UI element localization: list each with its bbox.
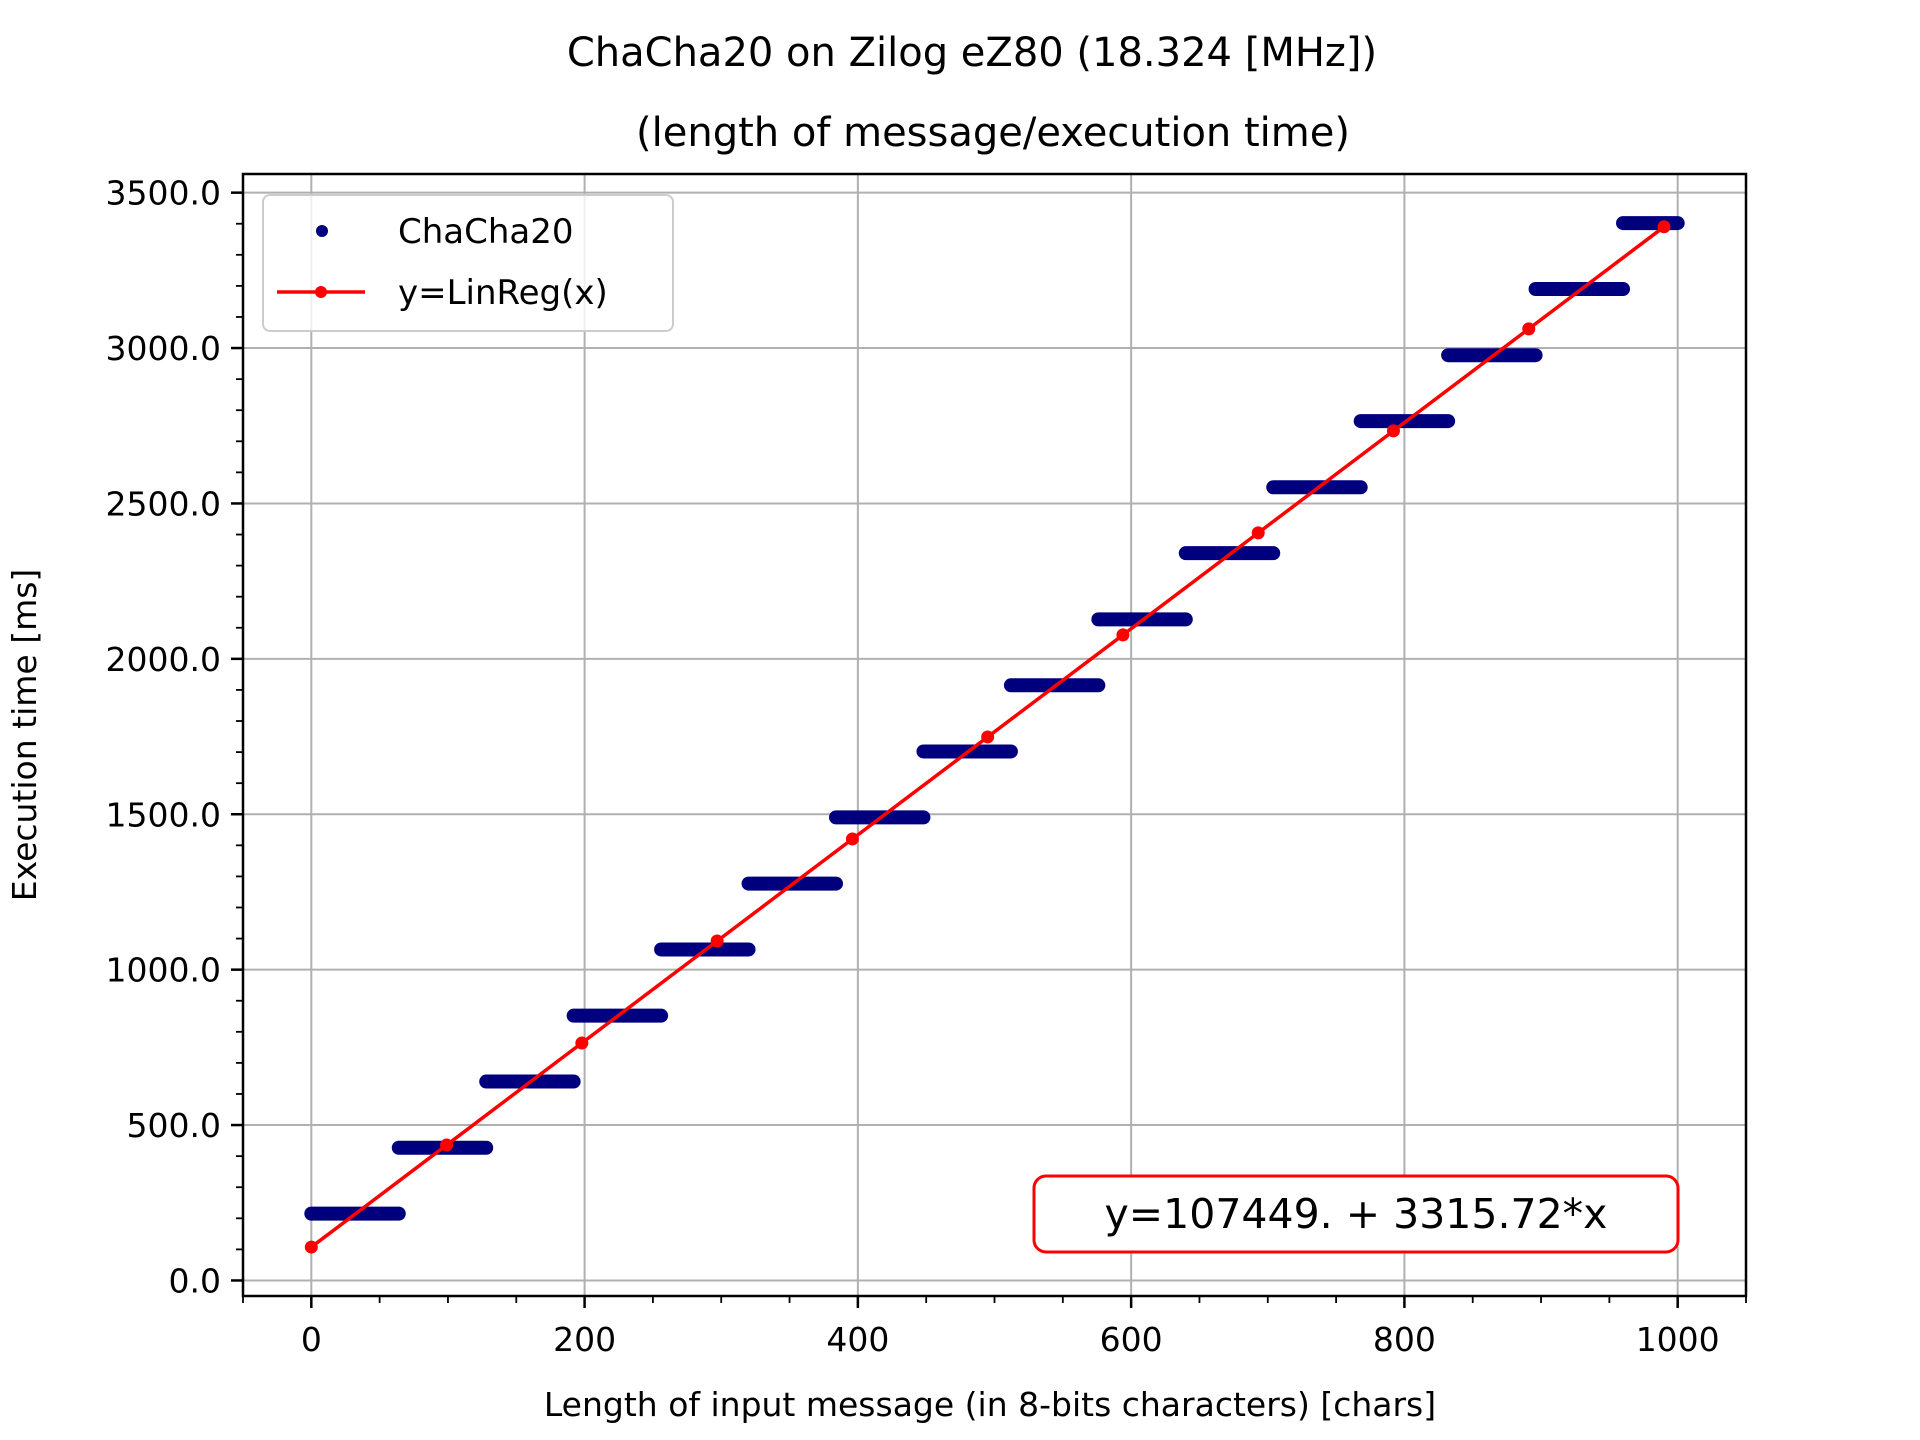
linreg-point <box>1251 526 1265 540</box>
x-tick-label: 200 <box>553 1320 616 1359</box>
x-tick-label: 600 <box>1100 1320 1163 1359</box>
linreg-point <box>440 1138 454 1152</box>
linreg-point <box>1657 220 1671 234</box>
y-tick-label: 0.0 <box>169 1261 221 1300</box>
y-axis-label: Execution time [ms] <box>5 569 44 902</box>
chart-subtitle: (length of message/execution time) <box>636 110 1350 156</box>
x-tick-label: 1000 <box>1636 1320 1720 1359</box>
y-tick-label: 2500.0 <box>106 484 221 523</box>
legend-label-linreg: y=LinReg(x) <box>398 273 608 313</box>
x-tick-label: 800 <box>1373 1320 1436 1359</box>
y-tick-label: 1500.0 <box>106 795 221 834</box>
linreg-point <box>710 934 724 948</box>
grid <box>243 174 1746 1296</box>
y-tick-label: 2000.0 <box>106 640 221 679</box>
linreg-point <box>304 1240 318 1254</box>
legend: ChaCha20 y=LinReg(x) <box>262 194 674 332</box>
legend-label-chacha20: ChaCha20 <box>398 212 574 252</box>
linreg-point <box>1116 628 1130 642</box>
legend-marker-chacha20 <box>316 225 328 237</box>
x-tick-label: 0 <box>301 1320 322 1359</box>
linreg-point <box>845 832 859 846</box>
equation-box-frame <box>1032 1174 1680 1254</box>
y-axis: 0.0 500.0 1000.0 1500.0 2000.0 2500.0 3000.0 35… <box>106 174 243 1300</box>
x-axis-label: Length of input message (in 8-bits chara… <box>544 1385 1436 1424</box>
y-tick-label: 3500.0 <box>106 174 221 213</box>
legend-marker-linreg <box>315 286 327 298</box>
regression-equation: y=107449. + 3315.72*x <box>1105 1190 1608 1238</box>
linreg-point <box>1386 424 1400 438</box>
x-tick-label: 400 <box>826 1320 889 1359</box>
regression-equation-box: y=107449. + 3315.72*x <box>1032 1174 1680 1254</box>
chart-title: ChaCha20 on Zilog eZ80 (18.324 [MHz]) <box>567 30 1377 76</box>
linreg-point <box>1522 322 1536 336</box>
linreg-point <box>575 1036 589 1050</box>
y-tick-label: 3000.0 <box>106 329 221 368</box>
legend-box <box>262 194 674 332</box>
y-tick-label: 1000.0 <box>106 951 221 990</box>
x-axis: 0 200 400 600 800 1000 <box>242 1296 1747 1359</box>
linreg-series <box>304 220 1671 1254</box>
linreg-point <box>981 730 995 744</box>
y-tick-label: 500.0 <box>127 1106 221 1145</box>
